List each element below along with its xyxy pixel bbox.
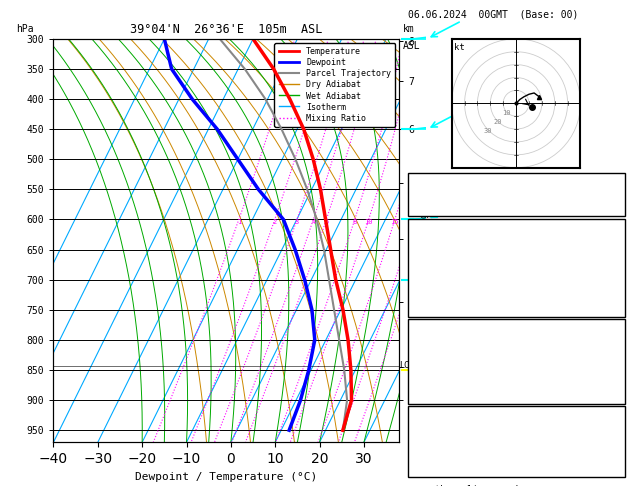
Text: 47: 47	[611, 189, 622, 198]
Text: 5: 5	[324, 220, 328, 226]
Text: StmDir: StmDir	[411, 450, 443, 459]
Text: Temp (°C): Temp (°C)	[411, 235, 459, 244]
Text: Surface: Surface	[498, 221, 535, 230]
Text: 8: 8	[353, 220, 357, 226]
Text: 288°: 288°	[601, 450, 622, 459]
Text: θᵉ(K): θᵉ(K)	[411, 262, 438, 271]
Text: Totals Totals: Totals Totals	[411, 189, 481, 198]
Text: 4: 4	[616, 276, 622, 285]
Title: 39°04'N  26°36'E  105m  ASL: 39°04'N 26°36'E 105m ASL	[130, 23, 323, 36]
Text: kt: kt	[454, 43, 465, 52]
Text: © weatheronline.co.uk: © weatheronline.co.uk	[408, 485, 520, 486]
Text: 0: 0	[616, 390, 622, 399]
Text: km: km	[403, 24, 415, 34]
Text: 06.06.2024  00GMT  (Base: 00): 06.06.2024 00GMT (Base: 00)	[408, 9, 578, 19]
Text: 28: 28	[611, 175, 622, 184]
Text: Dewp (°C): Dewp (°C)	[411, 248, 459, 258]
Text: Most Unstable: Most Unstable	[481, 322, 551, 331]
Text: 0: 0	[616, 376, 622, 385]
Text: 27: 27	[611, 436, 622, 445]
Text: Lifted Index: Lifted Index	[411, 276, 476, 285]
Text: 0: 0	[616, 289, 622, 298]
Text: 11.8: 11.8	[601, 248, 622, 258]
Text: 2: 2	[272, 220, 277, 226]
Text: CAPE (J): CAPE (J)	[411, 289, 454, 298]
Text: 30: 30	[484, 128, 493, 134]
Text: CIN (J): CIN (J)	[411, 390, 448, 399]
Text: 322: 322	[606, 262, 622, 271]
X-axis label: Dewpoint / Temperature (°C): Dewpoint / Temperature (°C)	[135, 471, 318, 482]
Text: hPa: hPa	[16, 24, 33, 34]
Text: LCL: LCL	[399, 361, 415, 370]
Text: PW (cm): PW (cm)	[411, 202, 448, 211]
Text: EH: EH	[411, 422, 421, 432]
Text: 10: 10	[503, 109, 511, 116]
Text: StmSpd (kt): StmSpd (kt)	[411, 463, 470, 472]
Legend: Temperature, Dewpoint, Parcel Trajectory, Dry Adiabat, Wet Adiabat, Isotherm, Mi: Temperature, Dewpoint, Parcel Trajectory…	[274, 43, 395, 127]
Text: 20: 20	[493, 119, 502, 125]
Text: Hodograph: Hodograph	[492, 409, 540, 418]
Text: -31: -31	[606, 422, 622, 432]
Text: 23.9: 23.9	[601, 235, 622, 244]
Text: Pressure (mb): Pressure (mb)	[411, 335, 481, 345]
Text: K: K	[411, 175, 416, 184]
Text: 15: 15	[391, 220, 399, 226]
Text: 1: 1	[237, 220, 241, 226]
Text: θᵉ (K): θᵉ (K)	[411, 349, 443, 358]
Text: 16: 16	[611, 463, 622, 472]
Text: ASL: ASL	[403, 41, 420, 51]
Text: Mixing Ratio (g/kg): Mixing Ratio (g/kg)	[420, 193, 429, 288]
Text: 800: 800	[606, 335, 622, 345]
Text: 1: 1	[616, 363, 622, 372]
Text: CAPE (J): CAPE (J)	[411, 376, 454, 385]
Text: 3: 3	[295, 220, 299, 226]
Text: 329: 329	[606, 349, 622, 358]
Text: 0: 0	[616, 303, 622, 312]
Text: 10: 10	[364, 220, 373, 226]
Text: Lifted Index: Lifted Index	[411, 363, 476, 372]
Text: 2.62: 2.62	[601, 202, 622, 211]
Text: 4: 4	[311, 220, 316, 226]
Text: CIN (J): CIN (J)	[411, 303, 448, 312]
Text: SREH: SREH	[411, 436, 432, 445]
